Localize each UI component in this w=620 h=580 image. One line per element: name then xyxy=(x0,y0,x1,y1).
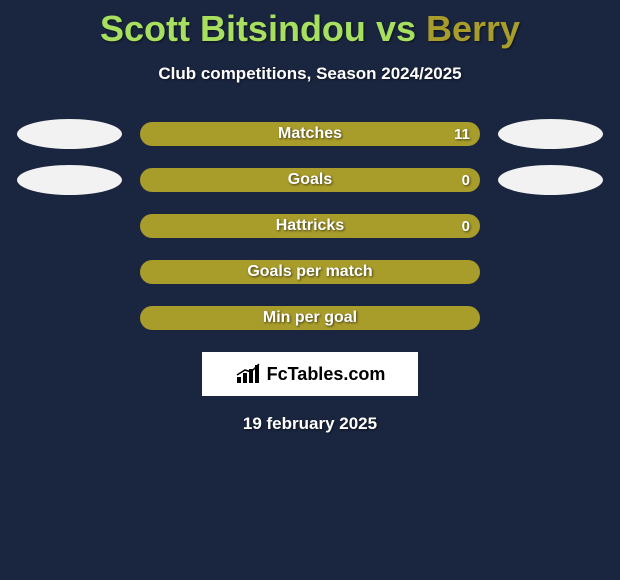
stat-row: Min per goal xyxy=(0,306,620,330)
stat-row: Matches 11 xyxy=(0,122,620,146)
stats-area: Matches 11 Goals 0 Hattricks 0 Goals per match… xyxy=(0,122,620,330)
stat-row: Goals per match xyxy=(0,260,620,284)
player1-ellipse xyxy=(17,165,122,195)
stat-row: Hattricks 0 xyxy=(0,214,620,238)
stat-bar: Hattricks 0 xyxy=(140,214,480,238)
subtitle: Club competitions, Season 2024/2025 xyxy=(0,64,620,84)
title-player2: Berry xyxy=(426,8,520,49)
player2-ellipse xyxy=(498,165,603,195)
player2-ellipse xyxy=(498,119,603,149)
stat-bar: Min per goal xyxy=(140,306,480,330)
stat-value: 11 xyxy=(454,126,470,143)
stat-bar: Goals 0 xyxy=(140,168,480,192)
stat-value: 0 xyxy=(462,172,470,189)
stat-label: Goals xyxy=(288,171,332,189)
title-player1: Scott Bitsindou xyxy=(100,8,366,49)
chart-icon xyxy=(235,363,263,385)
stat-label: Hattricks xyxy=(276,217,344,235)
logo-box: FcTables.com xyxy=(202,352,418,396)
stat-value: 0 xyxy=(462,218,470,235)
title-vs: vs xyxy=(376,8,416,49)
stat-bar: Matches 11 xyxy=(140,122,480,146)
stat-label: Goals per match xyxy=(247,263,372,281)
stat-label: Min per goal xyxy=(263,309,357,327)
stat-bar: Goals per match xyxy=(140,260,480,284)
player1-ellipse xyxy=(17,119,122,149)
page-title: Scott Bitsindou vs Berry xyxy=(0,0,620,50)
date-text: 19 february 2025 xyxy=(0,414,620,434)
logo-text: FcTables.com xyxy=(267,364,386,385)
stat-label: Matches xyxy=(278,125,342,143)
stat-row: Goals 0 xyxy=(0,168,620,192)
